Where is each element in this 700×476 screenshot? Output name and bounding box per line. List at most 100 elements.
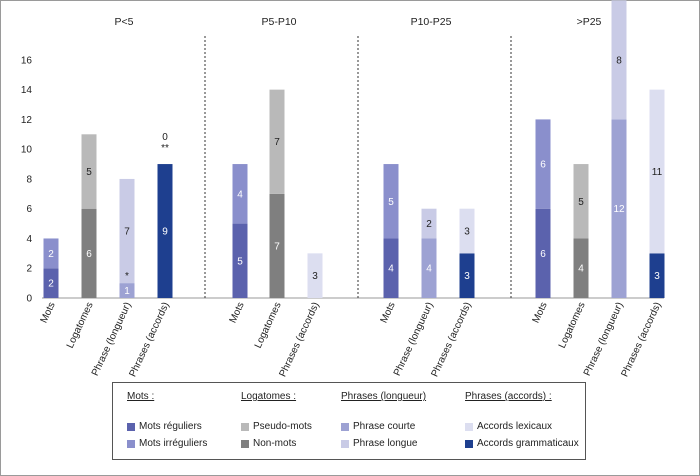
bar-segment [119, 178, 135, 284]
legend-item-accords-lexicaux: Accords lexicaux [465, 421, 552, 432]
legend-item-mots-reguliers: Mots réguliers [127, 421, 202, 432]
legend-label: Mots irréguliers [139, 438, 208, 449]
bar-value-label: 4 [237, 189, 243, 200]
bar-value-label: 3 [464, 271, 470, 282]
bar-value-label: 8 [616, 55, 622, 66]
bar-segment [573, 164, 589, 239]
y-tick-label: 16 [21, 55, 33, 66]
bar-segment [535, 119, 551, 209]
bar-segment [119, 283, 135, 298]
category-label: Mots [39, 301, 58, 325]
legend-swatch [465, 439, 473, 448]
bar-value-label: 4 [426, 264, 432, 275]
legend-heading-phrases-longueur: Phrases (longueur) [341, 391, 427, 402]
y-tick-label: 8 [26, 174, 32, 185]
bar-top-label: ** [161, 143, 169, 154]
legend-heading-phrases-accords: Phrases (accords) : [465, 391, 552, 402]
bar-segment [307, 253, 323, 298]
bar-value-label: 5 [86, 167, 92, 178]
legend: Mots : Logatomes : Phrases (longueur) Ph… [112, 382, 586, 460]
bar-segment [459, 253, 475, 298]
legend-swatch [341, 422, 349, 431]
bar-segment [81, 134, 97, 209]
legend-label: Non-mots [253, 438, 297, 449]
legend-heading-logatomes: Logatomes : [241, 391, 297, 402]
bar-top-label: 0 [162, 132, 168, 143]
y-tick-label: 6 [26, 204, 32, 215]
legend-item-mots-irreguliers: Mots irréguliers [127, 438, 207, 449]
legend-item-non-mots: Non-mots [241, 438, 296, 449]
legend-label: Accords grammaticaux [477, 438, 579, 449]
bar-segment [573, 238, 589, 298]
legend-swatch [465, 422, 473, 431]
legend-item-phrase-courte: Phrase courte [341, 421, 415, 432]
y-tick-label: 12 [21, 115, 33, 126]
bar-value-label: 2 [48, 279, 54, 290]
bar-value-label: 3 [312, 271, 318, 282]
bar-segment [232, 223, 248, 298]
category-label: Phrases (accords) [127, 301, 171, 379]
category-label: Phrase (longueur) [90, 301, 134, 378]
bar-annotation: * [125, 271, 129, 282]
bar-segment [43, 238, 59, 269]
bar-value-label: 7 [124, 227, 130, 238]
category-label: Logatomes [65, 301, 96, 350]
bar-value-label: 1 [124, 286, 130, 297]
bar-segment [611, 0, 627, 120]
legend-label: Phrase courte [353, 421, 416, 432]
legend-swatch [127, 439, 135, 448]
group-title: P<5 [115, 16, 134, 28]
legend-item-accords-grammaticaux: Accords grammaticaux [465, 438, 579, 449]
bar-segment [649, 89, 665, 254]
category-label: Mots [531, 301, 550, 325]
bar-segment [649, 253, 665, 298]
bar-segment [383, 164, 399, 239]
y-tick-label: 14 [21, 85, 33, 96]
bar-segment [269, 89, 285, 194]
group-title: P10-P25 [411, 16, 452, 28]
bar-value-label: 3 [464, 227, 470, 238]
category-label: Phrases (accords) [277, 301, 321, 379]
category-label: Logatomes [253, 301, 284, 350]
bar-segment [81, 208, 97, 298]
category-label: Phrases (accords) [619, 301, 663, 379]
bar-value-label: 3 [654, 271, 660, 282]
legend-swatch [127, 422, 135, 431]
legend-swatch [241, 422, 249, 431]
bar-segment [535, 208, 551, 298]
category-label: Phrases (accords) [429, 301, 473, 379]
bar-value-label: 6 [540, 249, 546, 260]
bar-segment [421, 208, 437, 239]
bar-value-label: 5 [388, 197, 394, 208]
y-tick-label: 0 [26, 294, 32, 305]
legend-label: Phrase longue [353, 438, 418, 449]
bar-value-label: 5 [578, 197, 584, 208]
category-label: Phrase (longueur) [392, 301, 436, 378]
bar-segment [421, 238, 437, 298]
category-label: Mots [379, 301, 398, 325]
bar-value-label: 2 [426, 219, 432, 230]
category-label: Mots [228, 301, 247, 325]
bar-value-label: 4 [388, 264, 394, 275]
category-label: Logatomes [557, 301, 588, 350]
y-tick-label: 10 [21, 145, 33, 156]
stacked-bar-chart: 0 2 4 6 8 10 12 14 16 P<5 2 2 Mots 6 5 Logatomes 1 7 * Phra… [21, 0, 665, 379]
y-tick-label: 2 [26, 264, 32, 275]
legend-label: Pseudo-mots [253, 421, 312, 432]
bar-value-label: 7 [274, 137, 280, 148]
bar-value-label: 12 [613, 204, 625, 215]
legend-label: Accords lexicaux [477, 421, 553, 432]
legend-item-phrase-longue: Phrase longue [341, 438, 418, 449]
bar-segment [459, 208, 475, 254]
group-title: P5-P10 [261, 16, 296, 28]
legend-heading-mots: Mots : [127, 391, 155, 402]
group-title: >P25 [577, 16, 602, 28]
legend-swatch [241, 439, 249, 448]
bar-value-label: 4 [578, 264, 584, 275]
bar-value-label: 9 [162, 227, 168, 238]
bar-value-label: 2 [48, 249, 54, 260]
bar-value-label: 5 [237, 256, 243, 267]
legend-item-pseudo-mots: Pseudo-mots [241, 421, 312, 432]
bar-segment [43, 268, 59, 298]
bar-value-label: 7 [274, 241, 280, 252]
